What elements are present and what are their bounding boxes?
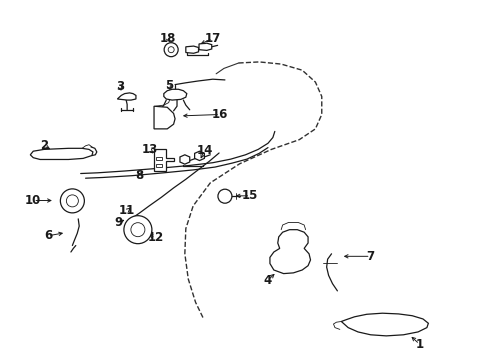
- Polygon shape: [30, 148, 93, 159]
- Text: 10: 10: [25, 194, 41, 207]
- Text: 4: 4: [264, 274, 271, 287]
- Circle shape: [131, 223, 144, 237]
- Text: 8: 8: [135, 169, 143, 182]
- Circle shape: [66, 195, 78, 207]
- Text: 13: 13: [141, 143, 158, 156]
- Text: 11: 11: [119, 204, 135, 217]
- Polygon shape: [269, 230, 310, 274]
- Text: 5: 5: [164, 79, 172, 92]
- Bar: [156, 157, 162, 160]
- Polygon shape: [154, 149, 173, 171]
- Text: 1: 1: [415, 338, 423, 351]
- Bar: [156, 164, 162, 167]
- Circle shape: [218, 189, 231, 203]
- Text: 2: 2: [40, 139, 48, 152]
- Text: 6: 6: [44, 229, 52, 242]
- Text: 7: 7: [366, 250, 374, 263]
- Polygon shape: [341, 313, 427, 336]
- Polygon shape: [199, 43, 211, 50]
- Circle shape: [168, 47, 174, 53]
- Polygon shape: [154, 106, 175, 129]
- Polygon shape: [163, 89, 186, 100]
- Text: 15: 15: [242, 189, 258, 202]
- Polygon shape: [194, 151, 204, 161]
- Text: 12: 12: [147, 231, 163, 244]
- Circle shape: [123, 216, 152, 244]
- Circle shape: [164, 43, 178, 57]
- Text: 14: 14: [196, 144, 212, 157]
- Text: 16: 16: [211, 108, 228, 121]
- Polygon shape: [117, 93, 136, 100]
- Polygon shape: [185, 46, 198, 53]
- Text: 17: 17: [204, 32, 221, 45]
- Text: 9: 9: [114, 216, 122, 229]
- Text: 18: 18: [160, 32, 176, 45]
- Text: 3: 3: [116, 80, 123, 93]
- Polygon shape: [180, 155, 189, 164]
- Circle shape: [60, 189, 84, 213]
